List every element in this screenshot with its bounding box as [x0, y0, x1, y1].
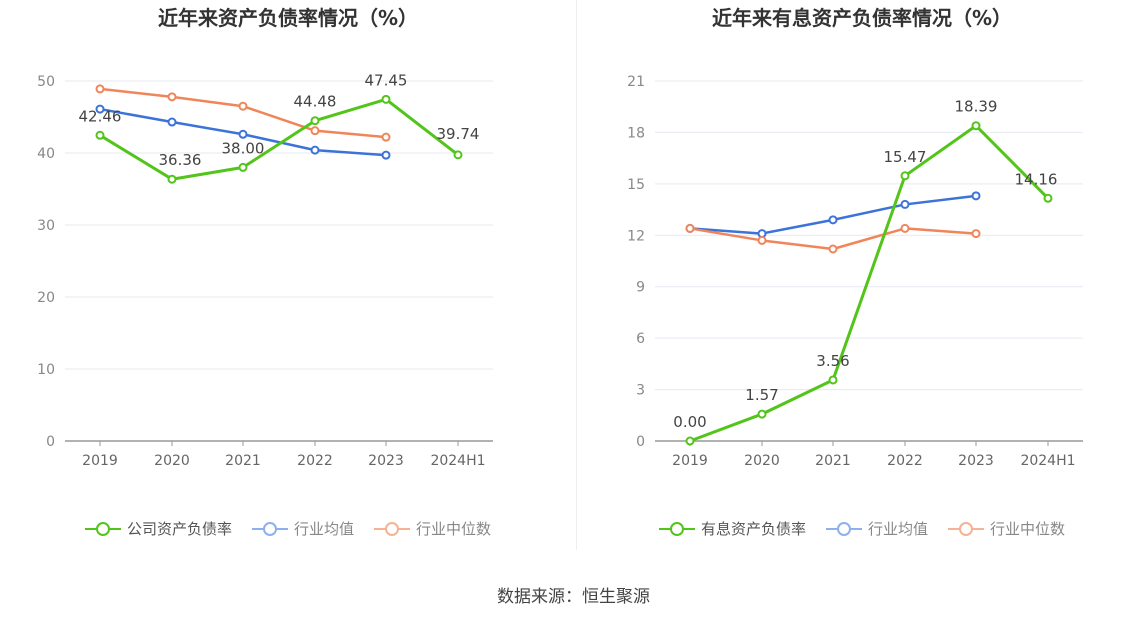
y-tick-label: 12 — [627, 228, 645, 244]
series-line — [689, 124, 1050, 443]
data-label: 36.36 — [159, 151, 202, 169]
y-tick-label: 20 — [37, 290, 55, 306]
legend-swatch-icon — [84, 521, 121, 537]
chart-panel-right: 近年来有息资产负债率情况（%） 0 3 6 9 12 15 18 21 2019 2020 2021… — [577, 0, 1147, 560]
y-tick-label: 50 — [37, 74, 55, 90]
y-tick-label: 0 — [636, 434, 645, 450]
data-point — [381, 150, 391, 160]
chart-panel-left: 近年来资产负债率情况（%） 0 10 20 30 40 50 2019 2020 2021 202… — [0, 0, 576, 560]
data-label: 44.48 — [294, 93, 337, 111]
panel-divider — [576, 0, 577, 550]
data-point — [453, 150, 463, 160]
y-tick-label: 6 — [636, 331, 645, 347]
y-tick-label: 15 — [627, 177, 645, 193]
legend-label: 行业均值 — [293, 520, 354, 538]
y-tick-label: 9 — [636, 280, 645, 296]
data-point — [971, 191, 981, 201]
legend-right: 有息资产负债率 行业均值 行业中位数 — [577, 518, 1147, 539]
data-point — [95, 84, 105, 94]
legend-label: 有息资产负债率 — [700, 520, 806, 538]
legend-label: 行业中位数 — [990, 520, 1066, 538]
x-tick-label: 2022 — [297, 453, 333, 469]
y-tick-label: 21 — [627, 74, 645, 90]
legend-label: 公司资产负债率 — [126, 520, 232, 538]
line-chart-left: 0 10 20 30 40 50 2019 2020 2021 2022 2023 2024H1 42.… — [37, 71, 493, 469]
legend-item[interactable]: 行业中位数 — [948, 518, 1065, 539]
x-tick-label: 2020 — [744, 453, 780, 469]
data-point — [828, 244, 838, 254]
legend-label: 行业均值 — [867, 520, 928, 538]
data-point — [310, 116, 320, 126]
data-label: 0.00 — [673, 413, 706, 431]
x-tick-label: 2023 — [368, 453, 404, 469]
data-point — [685, 436, 695, 446]
legend-item[interactable]: 行业中位数 — [374, 518, 491, 539]
data-point — [971, 229, 981, 239]
data-point — [238, 162, 248, 172]
chart-title-left: 近年来资产负债率情况（%） — [157, 6, 419, 30]
legend-item[interactable]: 有息资产负债率 — [658, 518, 806, 539]
y-tick-label: 10 — [37, 362, 55, 378]
data-label: 15.47 — [884, 148, 927, 166]
legend-left: 公司资产负债率 行业均值 行业中位数 — [0, 518, 576, 539]
y-tick-label: 30 — [37, 218, 55, 234]
y-tick-label: 40 — [37, 146, 55, 162]
x-tick-label: 2020 — [154, 453, 190, 469]
data-source-note: 数据来源：恒生聚源 — [497, 587, 650, 607]
data-label: 18.39 — [955, 98, 998, 116]
data-point — [757, 409, 767, 419]
series-line — [689, 194, 977, 235]
data-label: 14.16 — [1015, 170, 1058, 188]
legend-swatch-icon — [825, 521, 862, 537]
data-label: 47.45 — [365, 71, 408, 89]
data-point — [828, 375, 838, 385]
legend-item[interactable]: 行业均值 — [825, 518, 928, 539]
data-point — [685, 223, 695, 233]
data-point — [381, 132, 391, 142]
data-point — [310, 126, 320, 136]
x-tick-label: 2019 — [672, 453, 708, 469]
data-point — [900, 171, 910, 181]
data-point — [971, 121, 981, 131]
legend-item[interactable]: 公司资产负债率 — [84, 518, 232, 539]
data-label: 42.46 — [79, 107, 122, 125]
x-tick-label: 2021 — [815, 453, 851, 469]
data-point — [900, 223, 910, 233]
y-tick-label: 0 — [46, 434, 55, 450]
series-line — [99, 97, 459, 181]
data-point — [238, 101, 248, 111]
data-label: 3.56 — [816, 352, 849, 370]
x-tick-label: 2024H1 — [1020, 453, 1075, 469]
chart-title-right: 近年来有息资产负债率情况（%） — [711, 6, 1013, 30]
line-chart-right: 0 3 6 9 12 15 18 21 2019 2020 2021 2022 2023 2024H1 0.… — [627, 74, 1083, 469]
data-point — [900, 199, 910, 209]
data-point — [310, 145, 320, 155]
legend-swatch-icon — [658, 521, 695, 537]
legend-swatch-icon — [948, 521, 984, 537]
x-tick-label: 2021 — [225, 453, 261, 469]
data-label: 38.00 — [222, 139, 265, 157]
x-tick-label: 2019 — [82, 453, 118, 469]
legend-item[interactable]: 行业均值 — [251, 518, 354, 539]
data-point — [757, 235, 767, 245]
data-point — [1043, 193, 1053, 203]
data-label: 1.57 — [745, 386, 778, 404]
y-tick-label: 3 — [636, 383, 645, 399]
data-point — [238, 129, 248, 139]
x-tick-label: 2022 — [887, 453, 923, 469]
legend-label: 行业中位数 — [416, 520, 492, 538]
x-tick-label: 2024H1 — [430, 453, 485, 469]
legend-swatch-icon — [374, 521, 410, 537]
data-point — [95, 104, 105, 114]
data-point — [828, 215, 838, 225]
data-point — [167, 92, 177, 102]
y-tick-label: 18 — [627, 125, 645, 141]
data-point — [167, 117, 177, 127]
data-label: 39.74 — [437, 125, 480, 143]
legend-swatch-icon — [251, 521, 288, 537]
data-point — [381, 94, 391, 104]
data-point — [95, 130, 105, 140]
data-point — [167, 174, 177, 184]
x-tick-label: 2023 — [958, 453, 994, 469]
